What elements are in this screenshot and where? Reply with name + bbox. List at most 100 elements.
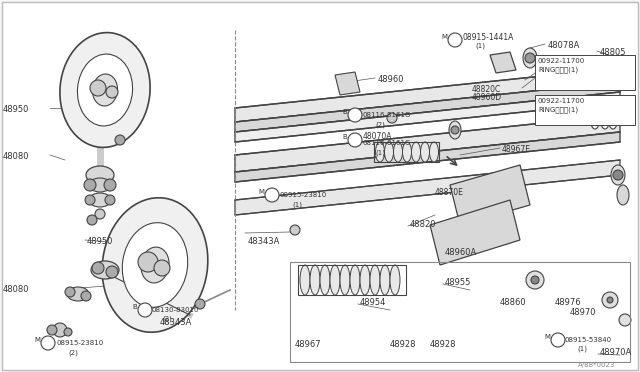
- Circle shape: [387, 113, 397, 123]
- Ellipse shape: [591, 67, 599, 81]
- Text: 48820C: 48820C: [472, 85, 501, 94]
- Ellipse shape: [320, 265, 330, 295]
- Circle shape: [526, 271, 544, 289]
- Text: 48928: 48928: [390, 340, 417, 349]
- Circle shape: [551, 333, 565, 347]
- Circle shape: [115, 135, 125, 145]
- Ellipse shape: [310, 265, 320, 295]
- Circle shape: [105, 195, 115, 205]
- Circle shape: [619, 314, 631, 326]
- Text: A/88*0023: A/88*0023: [578, 362, 615, 368]
- Polygon shape: [235, 160, 620, 215]
- Circle shape: [85, 195, 95, 205]
- Text: 48960A: 48960A: [445, 248, 477, 257]
- Text: (2): (2): [68, 349, 78, 356]
- Ellipse shape: [390, 265, 400, 295]
- Text: 48960D: 48960D: [472, 93, 502, 102]
- Ellipse shape: [89, 193, 111, 207]
- Circle shape: [550, 65, 560, 75]
- Ellipse shape: [376, 142, 385, 162]
- Circle shape: [348, 133, 362, 147]
- Circle shape: [602, 292, 618, 308]
- Text: (1): (1): [475, 42, 485, 48]
- Ellipse shape: [86, 166, 114, 184]
- Text: 48078A: 48078A: [548, 41, 580, 50]
- Text: 08116-8161G: 08116-8161G: [363, 112, 412, 118]
- Polygon shape: [570, 103, 600, 125]
- Text: 48950: 48950: [87, 237, 113, 246]
- Text: 48080: 48080: [3, 152, 29, 161]
- Bar: [535, 95, 635, 125]
- Text: 08130-83010: 08130-83010: [152, 307, 200, 313]
- Polygon shape: [235, 115, 620, 172]
- Ellipse shape: [91, 261, 119, 279]
- Circle shape: [348, 108, 362, 122]
- Text: 08915-23810: 08915-23810: [56, 340, 103, 346]
- Circle shape: [154, 260, 170, 276]
- Circle shape: [104, 179, 116, 191]
- Ellipse shape: [60, 33, 150, 147]
- Text: 48070A: 48070A: [363, 132, 392, 141]
- Text: 48976: 48976: [555, 298, 582, 307]
- Ellipse shape: [67, 287, 89, 301]
- Polygon shape: [235, 68, 620, 122]
- Ellipse shape: [385, 142, 394, 162]
- Text: 48343A: 48343A: [248, 237, 280, 246]
- Text: 08915-1441A: 08915-1441A: [463, 33, 515, 42]
- Ellipse shape: [77, 54, 132, 126]
- Circle shape: [195, 299, 205, 309]
- Circle shape: [607, 297, 613, 303]
- Ellipse shape: [330, 265, 340, 295]
- Circle shape: [451, 126, 459, 134]
- Text: (1): (1): [375, 149, 385, 155]
- Bar: [535, 55, 635, 90]
- Circle shape: [41, 336, 55, 350]
- Text: 48860: 48860: [500, 298, 527, 307]
- Text: M: M: [34, 337, 40, 343]
- Ellipse shape: [92, 74, 118, 106]
- Text: 48343A: 48343A: [160, 318, 193, 327]
- Ellipse shape: [429, 142, 438, 162]
- Ellipse shape: [601, 67, 609, 81]
- Circle shape: [47, 325, 57, 335]
- Circle shape: [571, 61, 579, 69]
- Text: 48928: 48928: [430, 340, 456, 349]
- Text: 48805: 48805: [600, 48, 627, 57]
- Bar: [290, 262, 630, 362]
- Ellipse shape: [340, 265, 350, 295]
- Circle shape: [138, 303, 152, 317]
- Polygon shape: [490, 52, 516, 73]
- Ellipse shape: [449, 121, 461, 139]
- Text: 48870E: 48870E: [435, 188, 464, 197]
- Polygon shape: [430, 200, 520, 265]
- Ellipse shape: [611, 165, 625, 185]
- Text: RINGリング(1): RINGリング(1): [538, 106, 578, 113]
- Circle shape: [525, 53, 535, 63]
- Text: 08915-23810: 08915-23810: [280, 192, 327, 198]
- Circle shape: [87, 215, 97, 225]
- Ellipse shape: [420, 142, 429, 162]
- Text: 48950: 48950: [3, 105, 29, 114]
- Text: (2): (2): [375, 121, 385, 128]
- Ellipse shape: [591, 115, 599, 129]
- Text: RINGリング(1): RINGリング(1): [538, 66, 578, 73]
- Circle shape: [138, 252, 158, 272]
- Ellipse shape: [350, 265, 360, 295]
- Ellipse shape: [370, 265, 380, 295]
- Bar: [374, 142, 439, 162]
- Text: 48960: 48960: [378, 75, 404, 84]
- Text: 48955: 48955: [445, 278, 472, 287]
- Ellipse shape: [122, 223, 188, 307]
- Text: 08116-8161G: 08116-8161G: [363, 140, 412, 146]
- Text: M: M: [544, 334, 550, 340]
- Text: 48970: 48970: [570, 308, 596, 317]
- Circle shape: [290, 225, 300, 235]
- Text: 00922-11700: 00922-11700: [538, 98, 585, 104]
- Polygon shape: [235, 132, 620, 182]
- Circle shape: [448, 33, 462, 47]
- Bar: [298, 265, 406, 295]
- Circle shape: [106, 86, 118, 98]
- Ellipse shape: [380, 265, 390, 295]
- Text: 48820: 48820: [410, 220, 436, 229]
- Text: 48967E: 48967E: [502, 145, 531, 154]
